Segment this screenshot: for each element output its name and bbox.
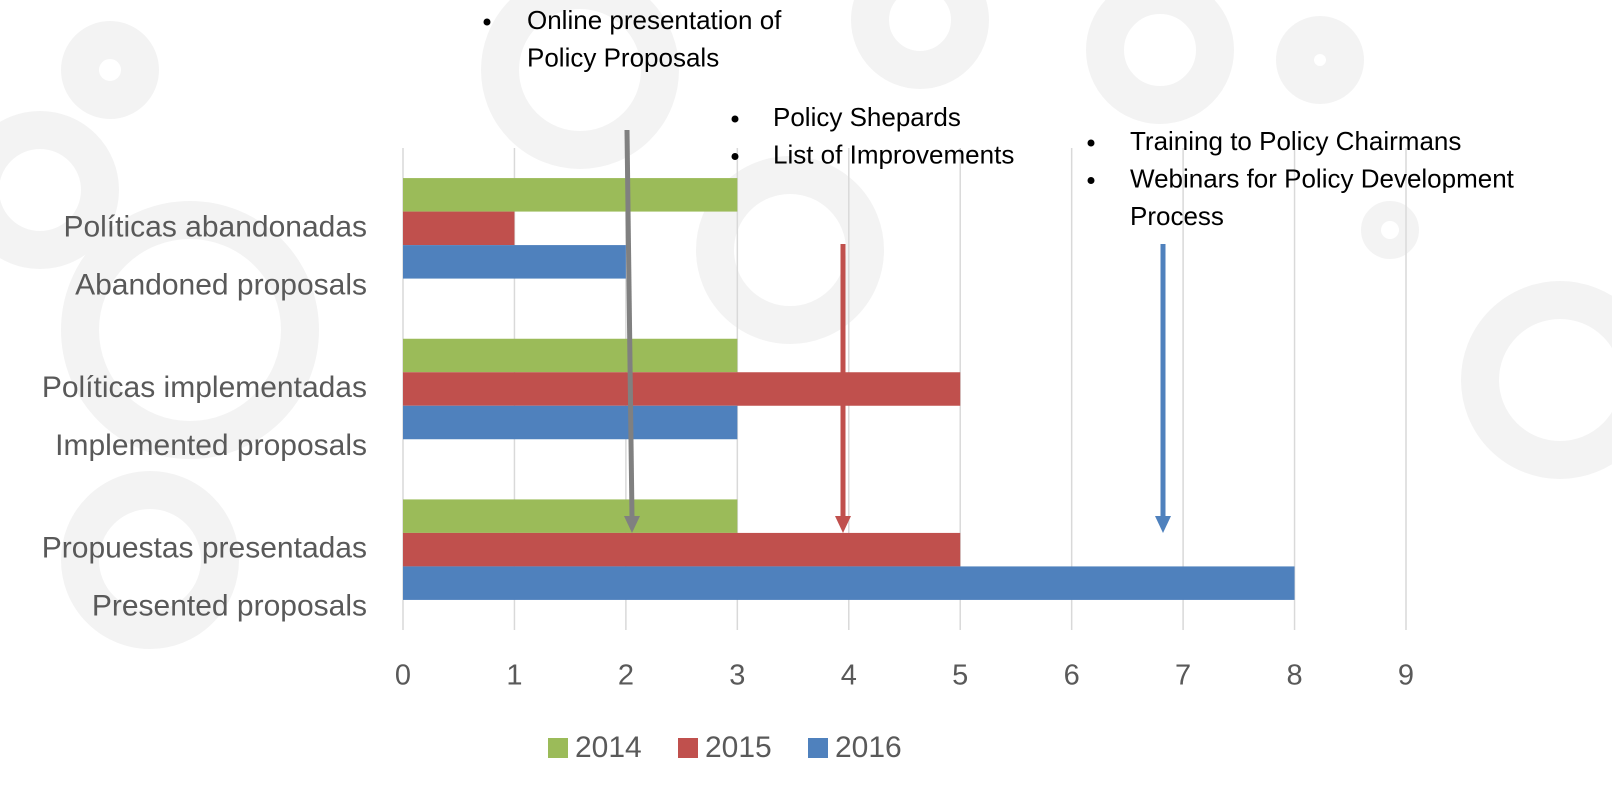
legend-label: 2014 — [575, 731, 642, 764]
legend-swatch — [678, 738, 698, 758]
annotation: List of Improvements — [773, 139, 1014, 169]
bullet — [1088, 177, 1095, 184]
bar — [403, 499, 737, 532]
chart: 0 1 2 3 4 5 6 7 8 9 Políticas abandonadas Abandoned… — [0, 0, 1612, 785]
legend-label: 2016 — [835, 731, 902, 764]
bullet — [484, 19, 491, 26]
page: 0 1 2 3 4 5 6 7 8 9 Políticas abandonadas Abandoned… — [0, 0, 1612, 785]
bar — [403, 566, 1295, 600]
y-tick-label: Abandoned proposals — [75, 268, 367, 301]
annotation: Policy Shepards — [773, 102, 961, 132]
y-tick-label: Presented proposals — [92, 590, 367, 623]
x-tick-label: 5 — [952, 660, 968, 692]
annotation: Policy Proposals — [527, 42, 719, 72]
arrowhead — [1155, 516, 1171, 533]
x-tick-label: 8 — [1286, 660, 1302, 692]
annotation: Webinars for Policy Development — [1130, 163, 1515, 193]
y-tick-label: Políticas implementadas — [42, 371, 367, 404]
x-tick-label: 3 — [729, 660, 745, 692]
bullet — [732, 153, 739, 160]
annotation: Training to Policy Chairmans — [1130, 126, 1461, 156]
bar — [403, 178, 737, 212]
bar — [403, 372, 960, 406]
bar — [403, 245, 626, 278]
x-tick-label: 2 — [618, 660, 634, 692]
annotation: Process — [1130, 201, 1224, 231]
x-tick-label: 0 — [395, 660, 411, 692]
x-tick-label: 4 — [841, 660, 857, 692]
x-tick-label: 9 — [1398, 660, 1414, 692]
y-tick-label: Propuestas presentadas — [42, 532, 367, 565]
x-tick-label: 1 — [506, 660, 522, 692]
x-tick-label: 6 — [1064, 660, 1080, 692]
legend-swatch — [548, 738, 568, 758]
bullet — [1088, 140, 1095, 147]
y-tick-label: Políticas abandonadas — [63, 210, 367, 243]
bar — [403, 406, 737, 440]
x-tick-label: 7 — [1175, 660, 1191, 692]
bullet — [732, 116, 739, 123]
bar — [403, 212, 514, 246]
annotation: Online presentation of — [527, 5, 782, 35]
legend-label: 2015 — [705, 731, 772, 764]
y-tick-label: Implemented proposals — [55, 429, 367, 462]
bar — [403, 533, 960, 567]
legend-swatch — [808, 738, 828, 758]
bar — [403, 339, 737, 373]
